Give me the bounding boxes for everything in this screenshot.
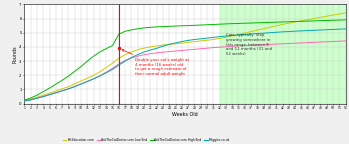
X-axis label: Weeks Old: Weeks Old (172, 112, 198, 117)
Text: Double your cat's weight at
4 months (16 weeks) old
to get a rough estimate of
t: Double your cat's weight at 4 months (16… (122, 50, 188, 76)
Legend: PetEducation.com, AskTheCatDoctor.com Low End, AskTheCatDoctor.com High End, Mog: PetEducation.com, AskTheCatDoctor.com Lo… (61, 137, 231, 143)
Text: Cats  typically  stop
growing somewhere in
this range, between 8
and 11 months (: Cats typically stop growing somewhere in… (226, 33, 272, 56)
Y-axis label: Pounds: Pounds (13, 45, 18, 63)
Bar (220, 4, 346, 104)
